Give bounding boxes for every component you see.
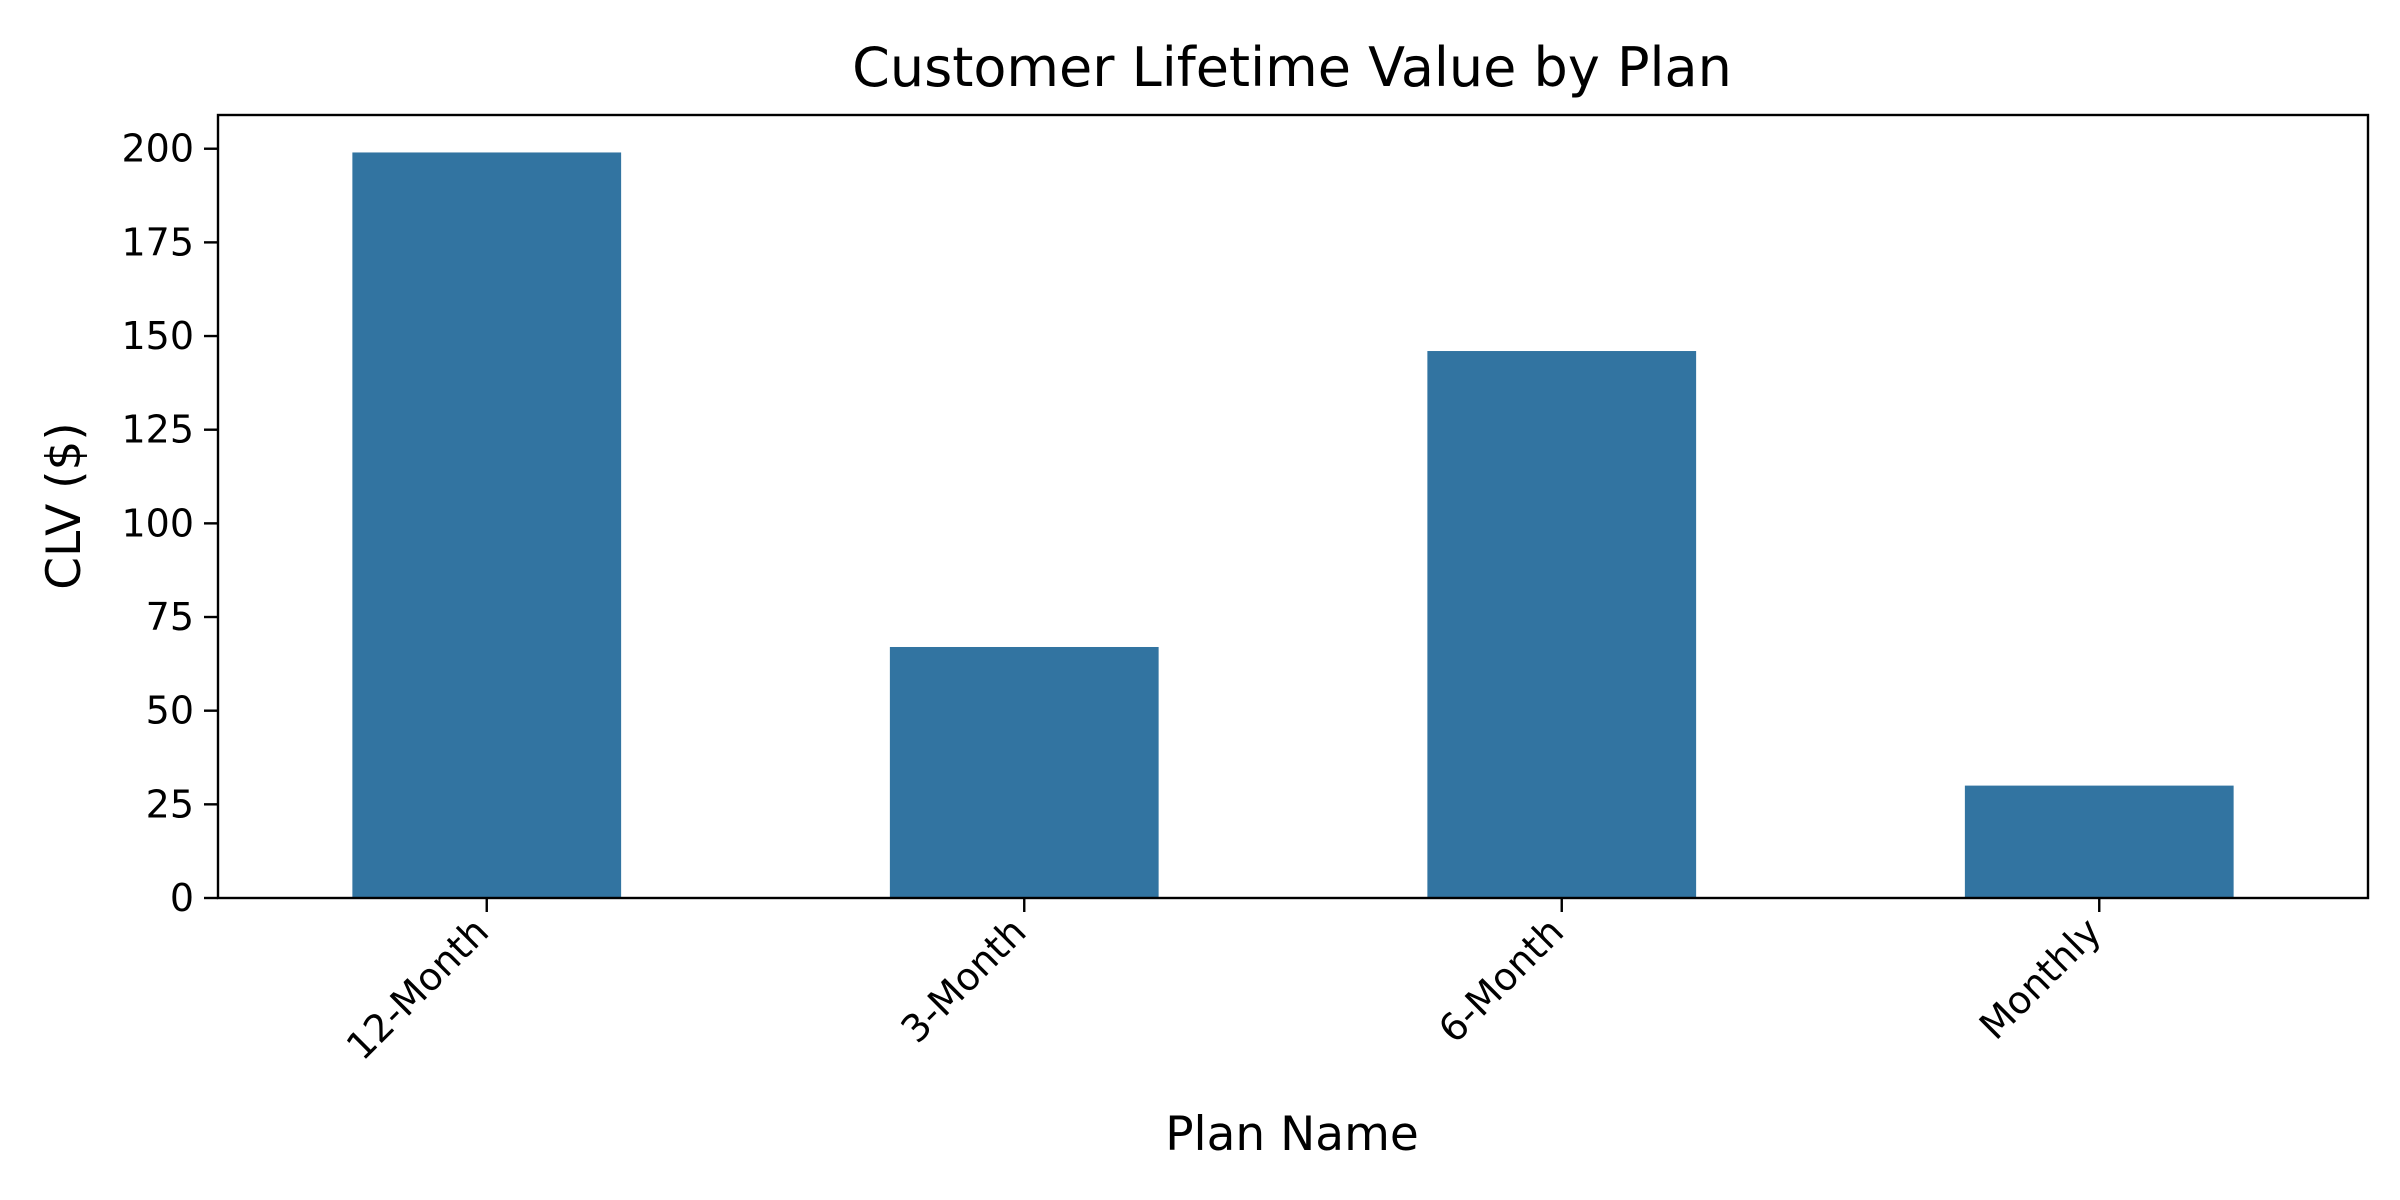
x-tick-label: 3-Month xyxy=(892,909,1034,1051)
x-tick-label: Monthly xyxy=(1971,909,2110,1048)
plot-frame xyxy=(216,113,2370,900)
y-axis-title: CLV ($) xyxy=(37,422,92,590)
bar-6-month xyxy=(1427,351,1697,898)
y-tick-label: 200 xyxy=(121,127,194,171)
x-tick-label: 12-Month xyxy=(338,909,497,1068)
bar-12-month xyxy=(352,152,622,898)
y-tick-label: 50 xyxy=(146,689,194,733)
bar-monthly xyxy=(1964,785,2234,898)
y-tick-label: 100 xyxy=(121,501,194,545)
chart-title: Customer Lifetime Value by Plan xyxy=(852,36,1732,99)
x-axis-title: Plan Name xyxy=(1165,1107,1419,1162)
y-tick-label: 25 xyxy=(146,782,194,826)
x-axis: 12-Month 3-Month 6-Month Monthly xyxy=(338,898,2110,1068)
bars-group xyxy=(352,152,2234,898)
x-tick-label: 6-Month xyxy=(1430,909,1572,1051)
y-tick-label: 0 xyxy=(170,876,194,920)
bar-3-month xyxy=(889,646,1159,898)
y-tick-label: 175 xyxy=(121,220,194,264)
y-tick-label: 125 xyxy=(121,408,194,452)
y-tick-label: 75 xyxy=(146,595,194,639)
y-axis: 0 25 50 75 100 125 150 175 200 xyxy=(121,127,218,920)
y-tick-label: 150 xyxy=(121,314,194,358)
